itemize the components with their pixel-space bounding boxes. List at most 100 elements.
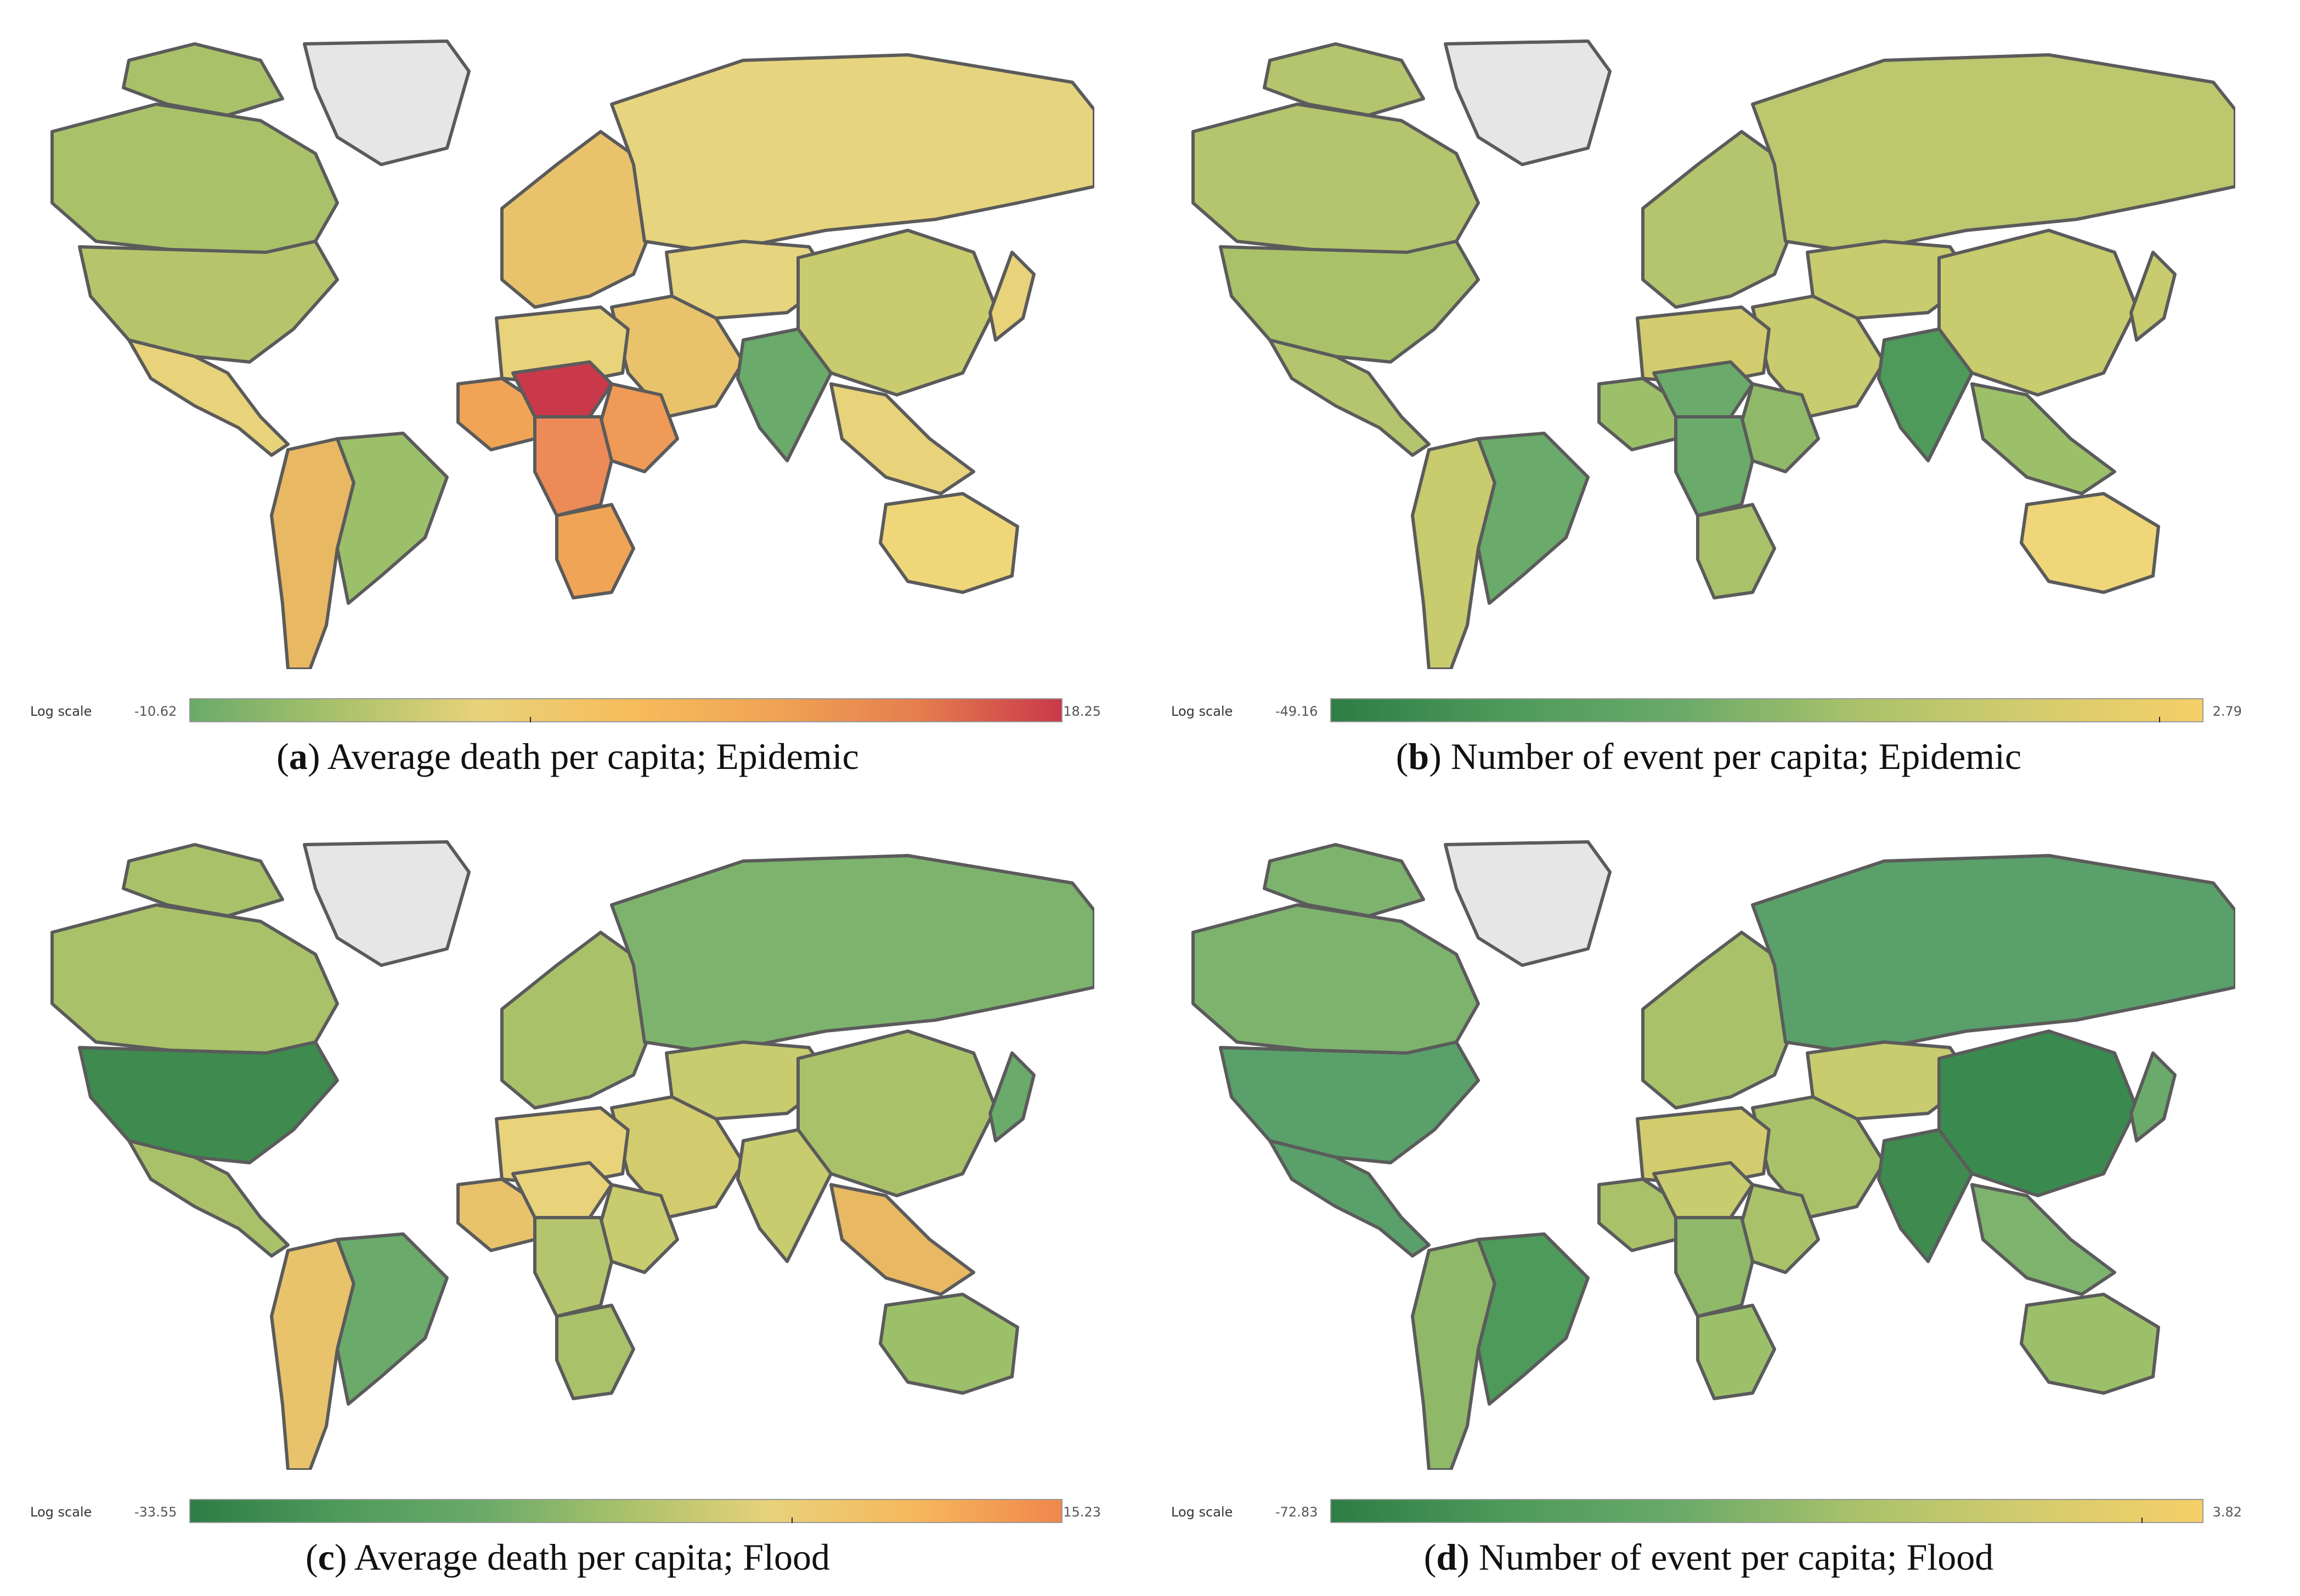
mexico-central-america	[1268, 338, 1431, 457]
world-map-svg	[30, 22, 1094, 669]
caption-text: ) Average death per capita; Flood	[334, 1536, 830, 1578]
southeast-asia-region	[829, 382, 975, 495]
usa-region	[1219, 1040, 1480, 1164]
middle-east-region	[1751, 295, 1886, 418]
scale-tick	[2141, 1518, 2143, 1523]
caption-text: ) Average death per capita; Epidemic	[307, 735, 859, 777]
mexico-central-america	[127, 1139, 290, 1258]
greenland-region	[1444, 39, 1612, 166]
scale-min-value: -72.83	[1275, 1504, 1318, 1520]
arctic-islands	[1263, 42, 1425, 117]
mexico-central-america	[1268, 1139, 1431, 1258]
choropleth-map-d	[1171, 823, 2235, 1470]
australia-region	[2020, 1293, 2160, 1395]
scale-tick	[791, 1518, 793, 1523]
europe-region	[500, 931, 657, 1110]
japan-region	[2129, 1051, 2177, 1142]
brazil-region	[1477, 432, 1590, 605]
caption-letter: b	[1408, 735, 1429, 777]
southern-africa-region	[1696, 503, 1776, 599]
brazil-region	[336, 1232, 449, 1406]
russia-region	[610, 854, 1094, 1055]
russia-region	[1751, 53, 2235, 254]
scale-label: Log scale	[30, 704, 92, 719]
australia-region	[879, 1293, 1019, 1395]
sahel-region	[1652, 360, 1754, 418]
color-scale-legend: Log scale -72.83 3.82	[1171, 1489, 2246, 1523]
scale-max-value: 3.82	[2212, 1504, 2242, 1520]
color-scale-legend: Log scale -33.55 15.23	[30, 1489, 1105, 1523]
india-region	[1877, 1128, 1974, 1263]
japan-region	[988, 251, 1036, 342]
southern-africa-region	[1696, 1304, 1776, 1400]
world-map-svg	[30, 823, 1094, 1470]
japan-region	[2129, 251, 2177, 342]
arctic-islands	[1263, 843, 1425, 918]
india-region	[736, 1128, 833, 1263]
middle-east-region	[610, 1095, 745, 1219]
panel-caption: (a) Average death per capita; Epidemic	[276, 735, 859, 777]
scale-gradient-bar	[189, 1499, 1063, 1523]
choropleth-map-b	[1171, 22, 2235, 669]
arctic-islands	[122, 42, 284, 117]
southeast-asia-region	[1970, 1183, 2116, 1296]
caption-text: ) Number of event per capita; Epidemic	[1429, 735, 2022, 777]
europe-region	[500, 130, 657, 309]
india-region	[1877, 327, 1974, 462]
scale-min-value: -49.16	[1275, 704, 1318, 719]
europe-region	[1641, 130, 1798, 309]
scale-max-value: 2.79	[2212, 704, 2242, 719]
southeast-asia-region	[829, 1183, 975, 1296]
southern-africa-region	[555, 503, 635, 599]
caption-letter: d	[1436, 1536, 1457, 1578]
sahel-region	[511, 1161, 613, 1219]
scale-label: Log scale	[30, 1504, 92, 1520]
usa-region	[1219, 240, 1480, 364]
central-africa-region	[1674, 415, 1754, 517]
caption-letter: a	[289, 735, 308, 777]
russia-region	[610, 53, 1094, 254]
panel-caption: (b) Number of event per capita; Epidemic	[1395, 735, 2022, 777]
southern-africa-region	[555, 1304, 635, 1400]
color-scale-legend: Log scale -10.62 18.25	[30, 688, 1105, 722]
russia-region	[1751, 854, 2235, 1055]
greenland-region	[303, 840, 471, 967]
scale-label: Log scale	[1171, 704, 1233, 719]
panel-caption: (c) Average death per capita; Flood	[305, 1536, 830, 1578]
scale-tick	[530, 717, 532, 722]
caption-letter: c	[318, 1536, 335, 1578]
middle-east-region	[610, 295, 745, 418]
scale-max-value: 15.23	[1063, 1504, 1101, 1520]
greenland-region	[1444, 840, 1612, 967]
brazil-region	[336, 432, 449, 605]
caption-text: ) Number of event per capita; Flood	[1457, 1536, 1994, 1578]
southeast-asia-region	[1970, 382, 2116, 495]
brazil-region	[1477, 1232, 1590, 1406]
world-map-svg	[1171, 823, 2235, 1470]
japan-region	[988, 1051, 1036, 1142]
scale-label: Log scale	[1171, 1504, 1233, 1520]
europe-region	[1641, 931, 1798, 1110]
choropleth-map-a	[30, 22, 1094, 669]
scale-max-value: 18.25	[1063, 704, 1101, 719]
world-map-svg	[1171, 22, 2235, 669]
australia-region	[879, 492, 1019, 594]
australia-region	[2020, 492, 2160, 594]
mexico-central-america	[127, 338, 290, 457]
scale-gradient-bar	[189, 698, 1063, 722]
scale-gradient-bar	[1330, 698, 2203, 722]
central-africa-region	[533, 415, 613, 517]
scale-gradient-bar	[1330, 1499, 2203, 1523]
scale-min-value: -33.55	[134, 1504, 177, 1520]
usa-region	[78, 1040, 339, 1164]
color-scale-legend: Log scale -49.16 2.79	[1171, 688, 2246, 722]
central-africa-region	[533, 1216, 613, 1318]
sahel-region	[511, 360, 613, 418]
sahel-region	[1652, 1161, 1754, 1219]
greenland-region	[303, 39, 471, 166]
middle-east-region	[1751, 1095, 1886, 1219]
usa-region	[78, 240, 339, 364]
choropleth-map-c	[30, 823, 1094, 1470]
india-region	[736, 327, 833, 462]
panel-caption: (d) Number of event per capita; Flood	[1423, 1536, 1994, 1578]
